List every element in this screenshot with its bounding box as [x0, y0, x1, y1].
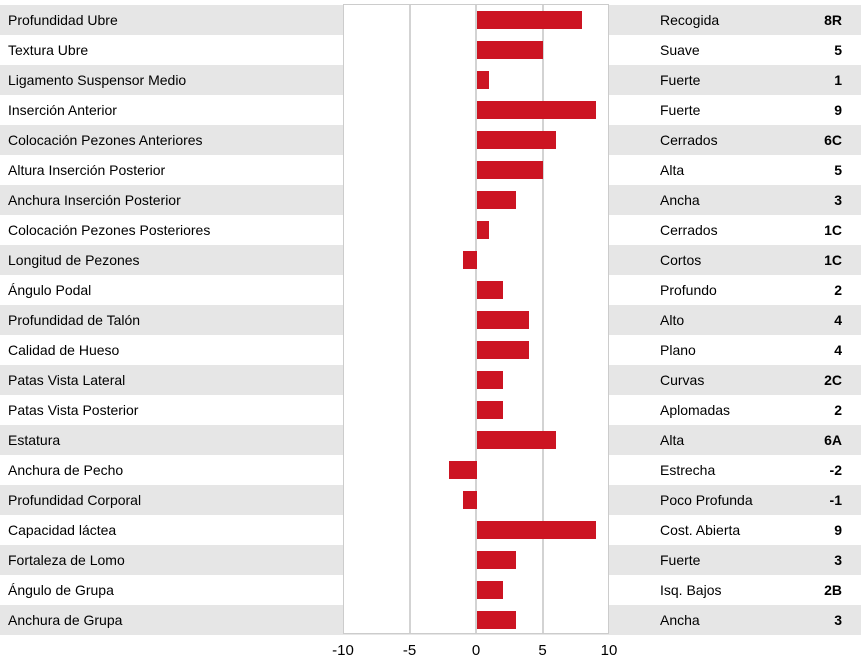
trait-description: Profundo	[660, 282, 717, 298]
trait-description: Ancha	[660, 192, 700, 208]
trait-score: 1C	[824, 222, 842, 238]
trait-label: Calidad de Hueso	[8, 342, 120, 358]
trait-description: Isq. Bajos	[660, 582, 722, 598]
trait-label: Longitud de Pezones	[8, 252, 140, 268]
trait-label: Fortaleza de Lomo	[8, 552, 125, 568]
trait-label: Altura Inserción Posterior	[8, 162, 166, 178]
trait-score: 9	[834, 102, 842, 118]
gridline	[541, 4, 544, 634]
trait-bar	[462, 491, 477, 509]
trait-score: 4	[834, 312, 842, 328]
trait-description: Curvas	[660, 372, 705, 388]
trait-score: 6C	[824, 132, 842, 148]
trait-label: Profundidad Ubre	[8, 12, 118, 28]
trait-score: 2	[834, 282, 842, 298]
trait-description: Cost. Abierta	[660, 522, 741, 538]
trait-bar	[477, 71, 490, 89]
trait-score: 3	[834, 192, 842, 208]
trait-score: 1	[834, 72, 842, 88]
trait-description: Recogida	[660, 12, 720, 28]
trait-label: Colocación Pezones Posteriores	[8, 222, 211, 238]
trait-score: -2	[829, 462, 842, 478]
trait-description: Cortos	[660, 252, 702, 268]
trait-bar	[477, 11, 583, 29]
trait-label: Anchura de Pecho	[8, 462, 124, 478]
gridline	[408, 4, 411, 634]
x-tick-label: -5	[402, 642, 417, 659]
x-tick-label: -10	[332, 642, 354, 659]
trait-bar	[477, 41, 543, 59]
trait-description: Alta	[660, 432, 685, 448]
trait-label: Ligamento Suspensor Medio	[8, 72, 187, 88]
trait-description: Alta	[660, 162, 685, 178]
trait-label: Profundidad de Talón	[8, 312, 141, 328]
trait-label: Ángulo Podal	[8, 282, 92, 298]
trait-label: Patas Vista Lateral	[8, 372, 126, 388]
trait-label: Textura Ubre	[8, 42, 89, 58]
trait-score: -1	[829, 492, 842, 508]
trait-bar	[477, 341, 530, 359]
trait-description: Suave	[660, 42, 700, 58]
trait-score: 3	[834, 552, 842, 568]
trait-description: Plano	[660, 342, 696, 358]
trait-score: 5	[834, 162, 842, 178]
gridline	[475, 4, 477, 634]
trait-score: 2	[834, 402, 842, 418]
trait-score: 9	[834, 522, 842, 538]
trait-label: Inserción Anterior	[8, 102, 117, 118]
trait-description: Fuerte	[660, 102, 701, 118]
plot-frame	[343, 4, 609, 634]
trait-description: Cerrados	[660, 222, 718, 238]
trait-label: Profundidad Corporal	[8, 492, 142, 508]
trait-description: Fuerte	[660, 72, 701, 88]
trait-bar	[477, 191, 516, 209]
trait-bar	[477, 551, 516, 569]
trait-score: 8R	[824, 12, 842, 28]
trait-label: Ángulo de Grupa	[8, 582, 114, 598]
x-tick-label: 10	[600, 642, 618, 659]
trait-label: Capacidad láctea	[8, 522, 117, 538]
trait-description: Fuerte	[660, 552, 701, 568]
trait-label: Anchura de Grupa	[8, 612, 123, 628]
trait-description: Estrecha	[660, 462, 716, 478]
trait-bar	[477, 311, 530, 329]
trait-bar	[477, 131, 556, 149]
trait-bar	[462, 251, 477, 269]
trait-bar	[477, 521, 596, 539]
trait-label: Patas Vista Posterior	[8, 402, 139, 418]
trait-bar	[477, 221, 490, 239]
trait-score: 2C	[824, 372, 842, 388]
trait-bar	[477, 401, 503, 419]
trait-bar	[449, 461, 477, 479]
trait-bar	[477, 101, 596, 119]
trait-description: Ancha	[660, 612, 700, 628]
trait-bar	[477, 281, 503, 299]
trait-score: 1C	[824, 252, 842, 268]
x-tick-label: 0	[471, 642, 481, 659]
trait-bar	[477, 611, 516, 629]
trait-label: Estatura	[8, 432, 61, 448]
trait-bar	[477, 431, 556, 449]
trait-description: Poco Profunda	[660, 492, 753, 508]
trait-score: 3	[834, 612, 842, 628]
trait-description: Aplomadas	[660, 402, 731, 418]
trait-score: 6A	[824, 432, 842, 448]
trait-score: 2B	[824, 582, 842, 598]
trait-bar	[477, 581, 503, 599]
trait-description: Cerrados	[660, 132, 718, 148]
trait-score: 4	[834, 342, 842, 358]
trait-bar	[477, 161, 543, 179]
trait-label: Colocación Pezones Anteriores	[8, 132, 203, 148]
trait-score: 5	[834, 42, 842, 58]
trait-bar	[477, 371, 503, 389]
x-tick-label: 5	[538, 642, 547, 659]
trait-label: Anchura Inserción Posterior	[8, 192, 181, 208]
trait-description: Alto	[660, 312, 685, 328]
